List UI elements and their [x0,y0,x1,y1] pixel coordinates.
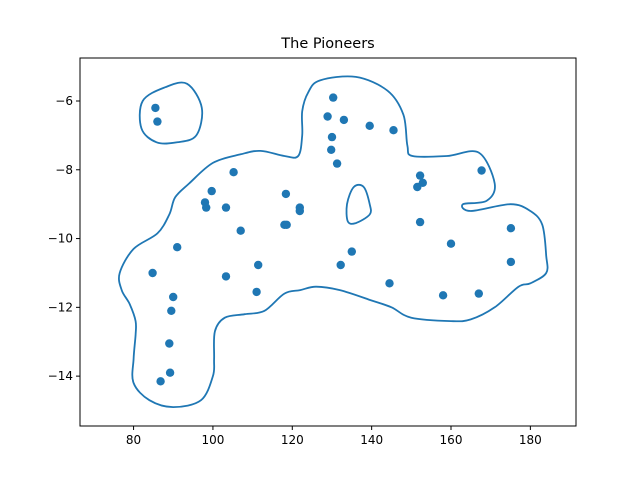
data-point-19 [281,189,291,199]
data-point-38 [415,217,425,227]
data-point-37 [413,182,422,192]
data-point-25 [323,112,332,121]
data-point-41 [474,289,483,298]
x-tick-label: 100 [201,433,224,447]
y-tick-label: −6 [55,94,73,108]
data-point-32 [336,260,345,270]
data-points [148,93,516,386]
y-tick-label: −8 [55,163,73,177]
data-point-24 [329,93,338,102]
contour-line-3 [118,75,549,408]
x-tick-label: 80 [126,433,141,447]
data-point-30 [365,121,374,130]
data-point-13 [221,203,231,212]
y-axis-ticks: −14 −12 −10 −8 −6 [48,94,80,383]
data-point-16 [221,272,231,281]
data-point-23 [295,206,304,216]
data-point-35 [415,171,425,180]
data-point-3 [148,268,157,278]
data-point-2 [153,117,162,126]
chart-title: The Pioneers [280,36,374,52]
data-point-27 [327,132,337,142]
data-point-17 [254,260,263,270]
data-point-12 [207,186,216,196]
y-tick-label: −14 [48,369,73,383]
data-point-15 [236,226,245,235]
x-tick-label: 120 [281,433,304,447]
data-point-42 [477,166,486,175]
data-point-29 [332,159,342,168]
data-point-11 [202,203,211,212]
data-point-6 [165,339,174,348]
data-point-26 [339,115,349,125]
data-point-39 [446,239,456,248]
y-tick-label: −12 [48,300,73,314]
plot-area-frame [79,57,577,427]
data-point-28 [327,145,336,154]
data-point-9 [173,243,182,252]
x-axis-ticks: 80 100 120 140 160 180 [126,426,542,447]
data-point-44 [506,257,516,267]
data-point-4 [169,292,178,302]
data-point-18 [252,287,261,297]
data-point-7 [165,368,175,377]
data-point-31 [389,126,398,135]
data-point-1 [151,103,160,113]
contour-line-2 [345,183,372,225]
data-point-34 [385,279,394,288]
x-tick-label: 180 [519,433,542,447]
y-tick-label: −10 [48,232,73,246]
data-point-14 [229,168,238,177]
data-point-21 [282,220,291,229]
data-point-43 [506,224,516,233]
data-point-8 [156,377,165,386]
contour-line-1 [138,81,204,145]
data-point-5 [167,306,176,315]
data-point-40 [438,291,448,300]
x-tick-label: 160 [440,433,463,447]
contour-lines [118,75,549,408]
x-tick-label: 140 [360,433,383,447]
data-point-33 [347,247,356,256]
